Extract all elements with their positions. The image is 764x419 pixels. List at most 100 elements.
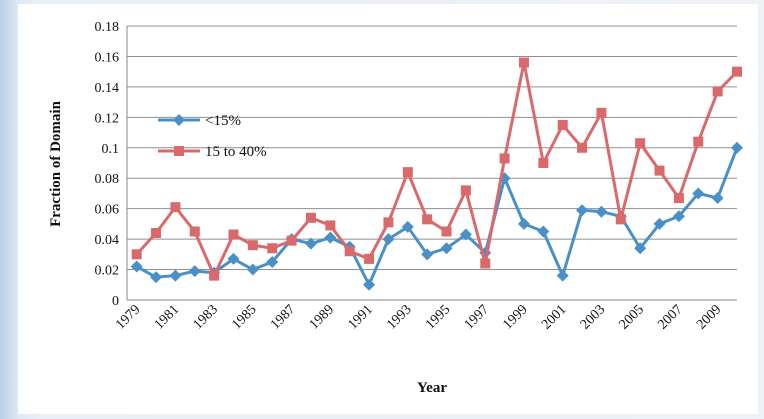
data-point xyxy=(364,253,375,264)
data-point xyxy=(267,243,278,254)
data-point xyxy=(693,136,704,147)
data-point xyxy=(151,228,162,239)
y-tick-label: 0.06 xyxy=(95,203,120,218)
data-point xyxy=(169,269,182,282)
y-tick-label: 0.14 xyxy=(95,81,120,96)
data-point xyxy=(460,185,471,196)
x-tick-label: 2009 xyxy=(694,302,724,332)
x-tick-label: 2001 xyxy=(539,302,569,332)
x-tick-label: 1993 xyxy=(384,302,414,332)
data-point xyxy=(189,226,200,237)
data-point xyxy=(538,158,549,168)
x-tick-label: 1989 xyxy=(307,302,337,332)
data-point xyxy=(363,278,376,291)
data-point xyxy=(344,246,355,257)
data-point xyxy=(537,225,550,238)
data-point xyxy=(246,263,259,276)
data-point xyxy=(227,252,240,265)
data-point xyxy=(188,265,201,278)
data-point xyxy=(441,226,452,237)
data-point xyxy=(615,214,626,225)
x-tick-label: 1981 xyxy=(152,302,182,332)
data-point xyxy=(653,217,666,230)
series-2 xyxy=(131,57,742,281)
data-point xyxy=(635,138,646,149)
y-tick-label: 0.12 xyxy=(95,111,120,126)
x-tick-label: 1997 xyxy=(462,302,492,332)
data-point xyxy=(518,57,529,68)
data-point xyxy=(421,248,434,261)
data-point xyxy=(517,217,530,230)
legend: <15% 15 to 40% xyxy=(158,113,267,160)
data-point xyxy=(325,220,336,231)
data-point xyxy=(711,192,724,205)
data-point xyxy=(712,86,723,97)
data-point xyxy=(440,242,453,255)
legend-label: <15% xyxy=(205,113,241,129)
data-point xyxy=(382,233,395,246)
line-chart: 00.020.040.060.080.10.120.140.160.18 197… xyxy=(48,20,743,396)
data-point xyxy=(595,205,608,218)
data-point xyxy=(304,237,317,250)
data-point xyxy=(673,193,684,204)
x-tick-label: 1985 xyxy=(229,302,259,332)
data-point xyxy=(402,167,413,178)
series-group xyxy=(130,57,743,291)
x-tick-label: 1991 xyxy=(345,302,375,332)
data-point xyxy=(383,217,394,228)
legend-label: 15 to 40% xyxy=(205,144,267,160)
data-point xyxy=(170,202,181,213)
y-tick-label: 0.04 xyxy=(95,233,120,248)
y-tick-label: 0.1 xyxy=(102,142,120,157)
data-point xyxy=(305,212,316,223)
x-tick-label: 2003 xyxy=(578,302,608,332)
data-point xyxy=(480,258,491,269)
data-point xyxy=(401,220,414,233)
series-line xyxy=(135,147,739,287)
x-tick-label: 2005 xyxy=(617,302,647,332)
y-tick-label: 0.18 xyxy=(95,20,120,35)
series-1 xyxy=(130,141,743,291)
data-point xyxy=(732,66,742,77)
data-point xyxy=(324,231,337,244)
data-point xyxy=(577,142,588,153)
data-point xyxy=(556,269,569,282)
y-tick-label: 0.02 xyxy=(95,264,120,279)
data-point xyxy=(731,141,743,154)
data-point xyxy=(266,255,279,268)
legend-marker xyxy=(173,114,185,126)
data-point xyxy=(247,240,258,251)
data-point xyxy=(596,107,607,118)
y-axis-label: Fraction of Domain xyxy=(48,100,64,226)
data-point xyxy=(228,229,239,240)
data-point xyxy=(499,153,510,164)
y-tick-labels: 0 0.02 0.04 0.06 0.08 0.1 0.12 0.14 0.16 0.18 xyxy=(95,20,120,309)
x-tick-label: 1987 xyxy=(268,302,298,332)
legend-item: <15% xyxy=(158,113,241,129)
chart-panel: 0 0.02 0.04 0.06 0.08 0.1 0.12 0.14 0.16 0.18 197… xyxy=(18,4,758,414)
data-point xyxy=(130,260,143,273)
x-axis-label: Year xyxy=(417,380,447,396)
data-point xyxy=(286,235,297,246)
x-tick-labels: 1979 1981 1983 1985 1987 1989 1991 1993 1995 1997… xyxy=(113,302,724,332)
legend-marker xyxy=(174,146,184,156)
data-point xyxy=(634,242,647,255)
data-point xyxy=(459,228,472,241)
data-point xyxy=(672,210,685,223)
data-point xyxy=(209,270,220,281)
data-point xyxy=(150,271,163,284)
data-point xyxy=(557,119,568,130)
x-tick-label: 1983 xyxy=(191,302,221,332)
x-tick-label: 1995 xyxy=(423,302,453,332)
y-tick-label: 0.16 xyxy=(95,50,120,65)
data-point xyxy=(576,204,589,217)
y-tick-label: 0 xyxy=(112,294,119,309)
series-line xyxy=(135,61,739,278)
data-point xyxy=(131,249,142,260)
data-point xyxy=(692,187,705,200)
x-tick-label: 2007 xyxy=(655,302,685,332)
legend-item: 15 to 40% xyxy=(158,144,267,160)
y-tick-label: 0.08 xyxy=(95,172,120,187)
data-point xyxy=(422,214,433,225)
x-tick-label: 1999 xyxy=(500,302,530,332)
